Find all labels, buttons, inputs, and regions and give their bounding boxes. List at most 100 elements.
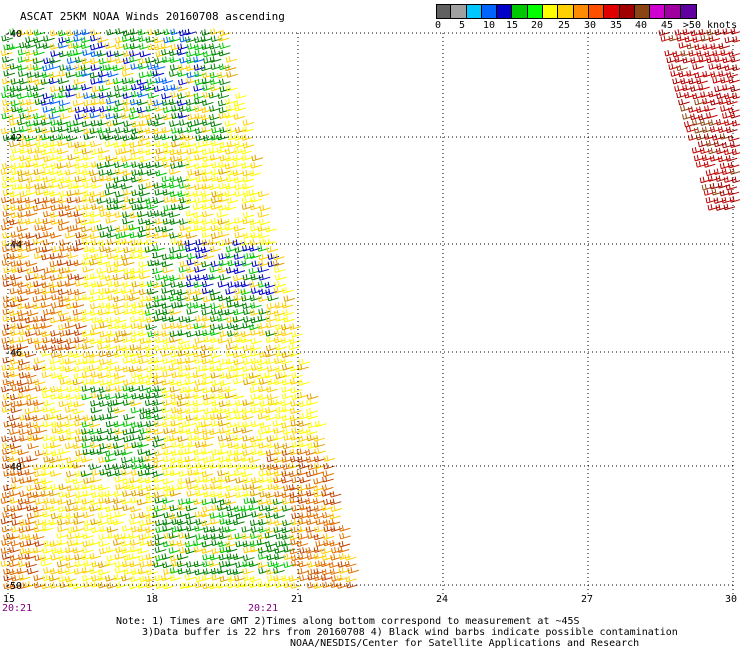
wind-barb xyxy=(3,574,15,582)
wind-barb xyxy=(9,197,22,205)
wind-barb xyxy=(203,336,216,343)
wind-barb xyxy=(114,533,126,541)
wind-barb xyxy=(113,260,126,268)
wind-barb xyxy=(331,547,343,554)
wind-barb xyxy=(32,533,45,541)
wind-barb xyxy=(241,470,253,478)
wind-barb xyxy=(122,357,135,364)
wind-barb xyxy=(217,469,229,477)
wind-barb xyxy=(242,211,255,219)
wind-barb xyxy=(186,77,199,84)
wind-barb xyxy=(32,491,45,498)
wind-barb xyxy=(730,85,740,93)
wind-barb xyxy=(145,407,157,415)
wind-barb xyxy=(153,456,165,464)
wind-barb xyxy=(322,581,334,589)
wind-barb xyxy=(57,280,69,288)
wind-barb xyxy=(702,70,714,78)
wind-barb xyxy=(257,533,269,540)
wind-barb xyxy=(25,260,38,267)
wind-barb xyxy=(194,97,206,105)
wind-barb xyxy=(187,441,200,448)
wind-barb xyxy=(160,365,173,372)
wind-barb xyxy=(274,302,287,309)
wind-barb xyxy=(210,134,223,141)
wind-barb xyxy=(81,330,94,337)
wind-barb xyxy=(89,246,101,253)
wind-barb xyxy=(155,554,167,562)
wind-barb xyxy=(187,120,199,128)
wind-barb xyxy=(35,246,48,254)
wind-barb xyxy=(265,568,278,575)
wind-barb xyxy=(66,315,78,323)
wind-barb xyxy=(17,56,30,63)
wind-barb xyxy=(727,161,740,169)
wind-barb xyxy=(24,196,37,204)
wind-barb xyxy=(9,344,22,351)
wind-barb xyxy=(97,574,110,581)
wind-barb xyxy=(9,287,22,295)
wind-barb xyxy=(144,575,157,583)
wind-barb xyxy=(17,295,29,303)
wind-barb xyxy=(306,393,319,400)
wind-barb xyxy=(42,434,55,442)
wind-barb xyxy=(169,539,182,547)
wind-barb xyxy=(690,113,702,121)
wind-barb xyxy=(18,553,30,561)
wind-barb xyxy=(73,35,85,42)
note-line-1: Note: 1) Times are GMT 2)Times along bot… xyxy=(116,616,580,627)
wind-barb xyxy=(708,35,721,43)
wind-barb xyxy=(256,372,269,380)
wind-barb xyxy=(194,266,206,273)
wind-barb xyxy=(200,190,213,198)
wind-barb xyxy=(104,42,117,49)
wind-barb xyxy=(83,106,95,113)
wind-barb xyxy=(41,525,54,532)
wind-barb xyxy=(27,147,39,155)
wind-barb xyxy=(136,98,149,106)
wind-barb xyxy=(146,294,158,302)
wind-barb xyxy=(224,476,237,483)
wind-barb xyxy=(194,441,207,448)
wind-barb xyxy=(727,134,740,142)
wind-barb xyxy=(179,57,191,64)
wind-barb xyxy=(210,476,223,484)
wind-barb xyxy=(257,561,270,569)
wind-barb xyxy=(235,399,247,407)
wind-barb xyxy=(106,412,119,420)
wind-barb xyxy=(201,547,213,554)
wind-barb xyxy=(280,399,293,407)
wind-barb xyxy=(708,63,720,70)
wind-barb xyxy=(10,231,23,238)
wind-barb xyxy=(137,246,150,254)
wind-barb xyxy=(73,400,85,408)
wind-barb xyxy=(129,344,142,351)
wind-barb xyxy=(136,78,149,86)
wind-barb xyxy=(2,189,15,196)
wind-barb xyxy=(3,266,16,274)
wind-barb xyxy=(251,448,263,456)
wind-barb xyxy=(114,133,126,141)
wind-barb xyxy=(698,55,710,63)
wind-barb xyxy=(242,244,254,252)
wind-barb xyxy=(139,427,151,435)
wind-barb xyxy=(152,470,165,478)
wind-barb xyxy=(716,92,728,100)
wind-barb xyxy=(306,407,318,415)
wind-barb xyxy=(683,120,696,128)
wind-barb xyxy=(106,350,118,358)
wind-barb xyxy=(241,526,254,533)
wind-barb xyxy=(50,386,62,393)
wind-barb xyxy=(250,545,262,553)
wind-barb xyxy=(210,567,223,575)
wind-barb xyxy=(9,119,21,126)
wind-barb xyxy=(169,190,182,198)
wind-barb xyxy=(25,155,38,163)
wind-barb xyxy=(25,330,37,337)
wind-barb xyxy=(89,288,102,296)
wind-barb xyxy=(26,476,39,483)
wind-barb xyxy=(98,92,111,99)
wind-barb xyxy=(154,105,167,112)
wind-barb xyxy=(122,50,135,57)
wind-barb xyxy=(322,533,335,540)
